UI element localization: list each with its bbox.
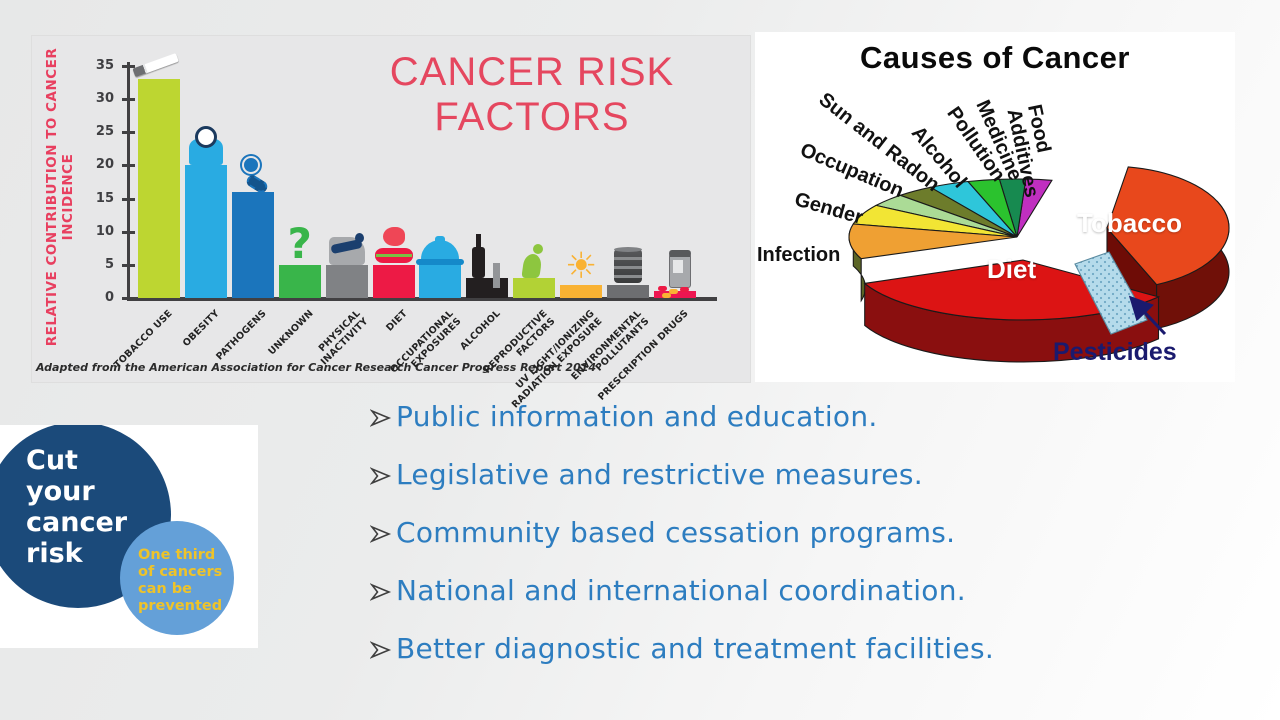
bar bbox=[372, 264, 415, 298]
hard-hat-icon bbox=[416, 235, 465, 265]
kneeling-figure-icon bbox=[506, 228, 562, 278]
pie-slice-tobacco bbox=[1106, 166, 1230, 286]
bullet-text: Legislative and restrictive measures. bbox=[396, 458, 923, 491]
bar-chart-attribution: Adapted from the American Association fo… bbox=[36, 361, 597, 374]
bullet-item: National and international coordination. bbox=[370, 574, 1080, 609]
badge-headline: Cut your cancer risk bbox=[26, 445, 128, 569]
bottle-and-can-icon bbox=[459, 228, 515, 279]
bullet-text: National and international coordination. bbox=[396, 574, 966, 607]
y-tick-mark bbox=[122, 297, 135, 300]
burger-icon bbox=[374, 226, 413, 263]
bullet-text: Community based cessation programs. bbox=[396, 516, 956, 549]
light-blue-circle bbox=[120, 521, 234, 635]
bullet-item: Better diagnostic and treatment faciliti… bbox=[370, 632, 1080, 667]
cigarette-icon bbox=[132, 53, 179, 78]
pill-bottle-icon bbox=[657, 250, 691, 292]
recliner-icon bbox=[328, 232, 365, 265]
recliner-icon bbox=[319, 215, 375, 265]
pie-label-tobacco: Tobacco bbox=[1077, 208, 1182, 238]
bar bbox=[607, 284, 649, 298]
scale-icon bbox=[188, 139, 223, 166]
bullet-item: Public information and education. bbox=[370, 400, 1080, 435]
bar bbox=[513, 278, 556, 298]
y-tick-mark bbox=[122, 197, 135, 201]
pathogen-icon bbox=[240, 157, 266, 192]
scale-icon bbox=[178, 115, 234, 166]
y-tick-mark bbox=[122, 98, 135, 102]
bar bbox=[138, 79, 180, 298]
bar-chart-x-axis-line bbox=[127, 297, 717, 301]
bottle-and-can-icon bbox=[471, 234, 503, 279]
question-mark-icon: ? bbox=[287, 218, 312, 268]
badge-subtext: One third of cancers can be prevented bbox=[138, 547, 223, 614]
arrow-bullet-icon bbox=[370, 409, 392, 427]
bar-chart-title: CANCER RISK FACTORS bbox=[389, 50, 675, 139]
pesticides-callout-arrow bbox=[1128, 295, 1167, 336]
bar-chart-y-axis-label: RELATIVE CONTRIBUTION TO CANCER INCIDENC… bbox=[44, 47, 76, 347]
bar bbox=[466, 278, 509, 298]
prevention-measures-list: Public information and education. Legisla… bbox=[370, 400, 1080, 690]
burger-icon bbox=[366, 215, 422, 265]
y-tick-label: 20 bbox=[95, 157, 114, 173]
y-tick-mark bbox=[122, 131, 135, 135]
pathogen-icon bbox=[225, 142, 281, 192]
y-tick-mark bbox=[122, 230, 135, 234]
pie-slice-infection bbox=[848, 223, 1018, 260]
pill-bottle-icon bbox=[647, 241, 703, 292]
pie-label-diet: Diet bbox=[987, 254, 1037, 284]
bullet-text: Public information and education. bbox=[396, 400, 878, 433]
hard-hat-icon bbox=[412, 215, 468, 265]
bullet-text: Better diagnostic and treatment faciliti… bbox=[396, 632, 995, 665]
bar bbox=[278, 264, 321, 298]
y-tick-mark bbox=[122, 65, 135, 68]
bar bbox=[231, 191, 274, 298]
y-tick-label: 35 bbox=[95, 58, 114, 73]
y-tick-label: 5 bbox=[104, 256, 114, 272]
arrow-bullet-icon bbox=[370, 525, 392, 543]
question-mark-icon: ? bbox=[272, 215, 328, 265]
oil-barrel-icon bbox=[614, 246, 642, 283]
y-tick-mark bbox=[122, 164, 135, 168]
cigarette-icon bbox=[131, 29, 187, 79]
cut-cancer-risk-badge: Cut your cancer risk One third of cancer… bbox=[0, 425, 258, 648]
y-tick-label: 0 bbox=[104, 290, 114, 305]
pie-label-infection: Infection bbox=[757, 244, 841, 266]
y-tick-mark bbox=[122, 263, 135, 267]
bar-chart-y-axis-line bbox=[127, 62, 130, 300]
arrow-bullet-icon bbox=[370, 641, 392, 659]
oil-barrel-icon bbox=[600, 235, 656, 285]
bar bbox=[560, 284, 603, 298]
kneeling-figure-icon bbox=[521, 244, 547, 278]
bar bbox=[325, 264, 368, 298]
bar bbox=[653, 291, 696, 298]
y-tick-label: 10 bbox=[95, 223, 114, 239]
bar bbox=[184, 165, 227, 298]
y-tick-label: 15 bbox=[95, 190, 114, 206]
causes-of-cancer-pie-chart: Causes of Cancer Tobacco Diet Pesticides In… bbox=[755, 32, 1235, 382]
sun-icon: ☀ bbox=[553, 235, 609, 285]
bar bbox=[419, 264, 462, 298]
pie-chart-title: Causes of Cancer bbox=[860, 40, 1130, 75]
bullet-item: Legislative and restrictive measures. bbox=[370, 458, 1080, 493]
cancer-risk-factors-bar-chart: CANCER RISK FACTORS RELATIVE CONTRIBUTIO… bbox=[32, 36, 750, 410]
arrow-bullet-icon bbox=[370, 467, 392, 485]
bullet-item: Community based cessation programs. bbox=[370, 516, 1080, 551]
y-tick-label: 30 bbox=[95, 91, 114, 107]
sun-icon: ☀ bbox=[564, 245, 598, 287]
pie-3d-graphic bbox=[848, 166, 1230, 363]
y-tick-label: 25 bbox=[95, 124, 114, 140]
pie-label-pesticides: Pesticides bbox=[1053, 338, 1177, 366]
arrow-bullet-icon bbox=[370, 583, 392, 601]
